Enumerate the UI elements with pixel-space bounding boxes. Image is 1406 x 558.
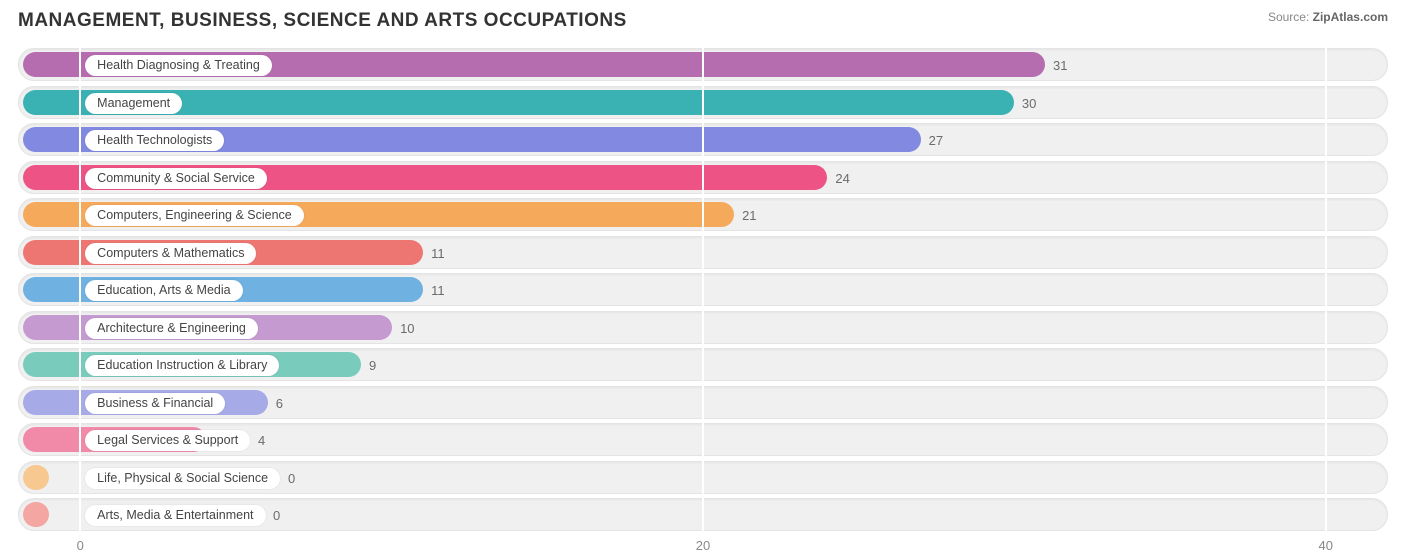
x-axis-tick: 20: [696, 538, 710, 553]
grid-line: [1325, 48, 1327, 531]
bar-label-pill: Arts, Media & Entertainment: [85, 505, 265, 526]
bar-label-pill: Management: [85, 93, 182, 114]
bar-value-label: 24: [827, 162, 849, 195]
bar-label-pill: Business & Financial: [85, 393, 225, 414]
bar-value-label: 4: [250, 424, 265, 457]
bar-value-label: 0: [265, 499, 280, 532]
bar-label-pill: Life, Physical & Social Science: [85, 468, 280, 489]
bar: [23, 465, 49, 490]
bar-label-pill: Legal Services & Support: [85, 430, 250, 451]
bar-value-label: 30: [1014, 87, 1036, 120]
grid-line: [79, 48, 81, 531]
bar-value-label: 27: [921, 124, 943, 157]
grid-line: [702, 48, 704, 531]
bar-label-pill: Health Technologists: [85, 130, 224, 151]
x-axis: 0 20 40: [18, 536, 1388, 558]
bar-value-label: 21: [734, 199, 756, 232]
bar-value-label: 0: [280, 462, 295, 495]
bar-label-pill: Education Instruction & Library: [85, 355, 279, 376]
bar-label-pill: Architecture & Engineering: [85, 318, 258, 339]
bar-value-label: 10: [392, 312, 414, 345]
bar-value-label: 9: [361, 349, 376, 382]
source-name: ZipAtlas.com: [1313, 10, 1388, 24]
chart-area: Health Diagnosing & Treating 31 Management…: [18, 48, 1388, 546]
bar-value-label: 11: [423, 237, 445, 270]
chart-title: MANAGEMENT, BUSINESS, SCIENCE AND ARTS O…: [18, 10, 627, 32]
bar-label-pill: Computers & Mathematics: [85, 243, 256, 264]
x-axis-tick: 40: [1318, 538, 1332, 553]
source-prefix: Source:: [1268, 10, 1313, 24]
bar-label-pill: Community & Social Service: [85, 168, 267, 189]
bar-label-pill: Health Diagnosing & Treating: [85, 55, 272, 76]
x-axis-tick: 0: [77, 538, 84, 553]
bar-label-pill: Education, Arts & Media: [85, 280, 242, 301]
bar-value-label: 6: [268, 387, 283, 420]
source-attribution: Source: ZipAtlas.com: [1268, 10, 1388, 24]
bar-value-label: 11: [423, 274, 445, 307]
bar: [23, 502, 49, 527]
bar-value-label: 31: [1045, 49, 1067, 82]
bar-label-pill: Computers, Engineering & Science: [85, 205, 304, 226]
